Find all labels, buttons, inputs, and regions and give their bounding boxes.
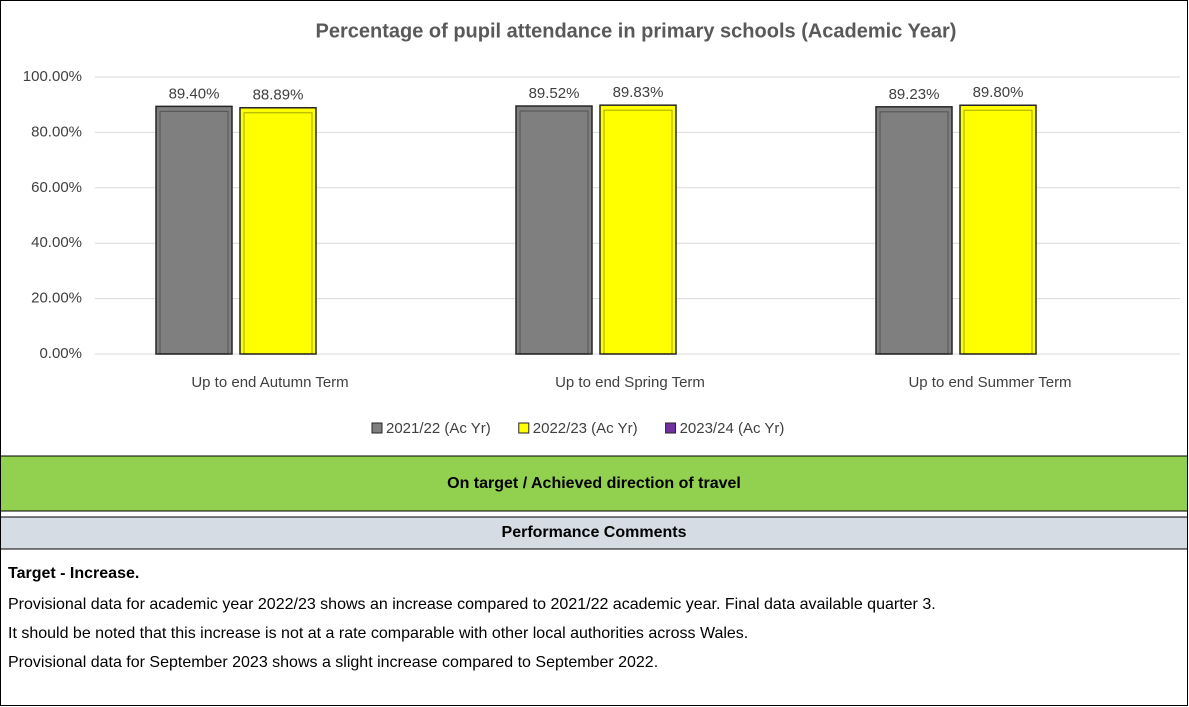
x-tick-label: Up to end Spring Term — [555, 374, 705, 391]
y-tick-label: 60.00% — [31, 179, 82, 196]
legend-label: 2023/24 (Ac Yr) — [680, 420, 785, 437]
bar-bevel — [879, 111, 949, 355]
bar-bevel — [243, 112, 313, 355]
comment-line: It should be noted that this increase is… — [8, 625, 748, 642]
data-label: 89.83% — [613, 84, 664, 101]
chart-title: Percentage of pupil attendance in primar… — [316, 20, 957, 42]
y-tick-label: 0.00% — [39, 345, 82, 362]
bar-bevel — [963, 109, 1033, 355]
bar — [155, 105, 233, 355]
bar — [875, 106, 953, 355]
y-tick-label: 100.00% — [23, 68, 82, 85]
data-label: 89.80% — [973, 84, 1024, 101]
comment-line: Provisional data for September 2023 show… — [8, 654, 658, 671]
comments-heading-band — [0, 516, 1188, 550]
data-label: 89.40% — [169, 85, 220, 102]
bar — [515, 105, 593, 355]
x-tick-label: Up to end Autumn Term — [191, 374, 348, 391]
legend-swatch — [518, 422, 530, 434]
legend-swatch — [665, 422, 677, 434]
comment-line: Provisional data for academic year 2022/… — [8, 596, 936, 613]
bar — [599, 104, 677, 355]
bar-bevel — [603, 109, 673, 355]
bar — [959, 104, 1037, 355]
comment-line: Target - Increase. — [8, 565, 139, 582]
y-tick-label: 80.00% — [31, 123, 82, 140]
bar-bevel — [519, 110, 589, 355]
legend-label: 2022/23 (Ac Yr) — [533, 420, 638, 437]
bar — [239, 107, 317, 355]
status-band — [0, 455, 1188, 512]
data-label: 88.89% — [253, 87, 304, 104]
y-tick-label: 20.00% — [31, 290, 82, 307]
bar-bevel — [159, 110, 229, 355]
data-label: 89.52% — [529, 85, 580, 102]
status-text: On target / Achieved direction of travel — [447, 475, 741, 492]
legend-swatch — [371, 422, 383, 434]
data-label: 89.23% — [889, 86, 940, 103]
y-tick-label: 40.00% — [31, 234, 82, 251]
comments-heading: Performance Comments — [502, 524, 687, 541]
legend-label: 2021/22 (Ac Yr) — [386, 420, 491, 437]
x-tick-label: Up to end Summer Term — [908, 374, 1071, 391]
